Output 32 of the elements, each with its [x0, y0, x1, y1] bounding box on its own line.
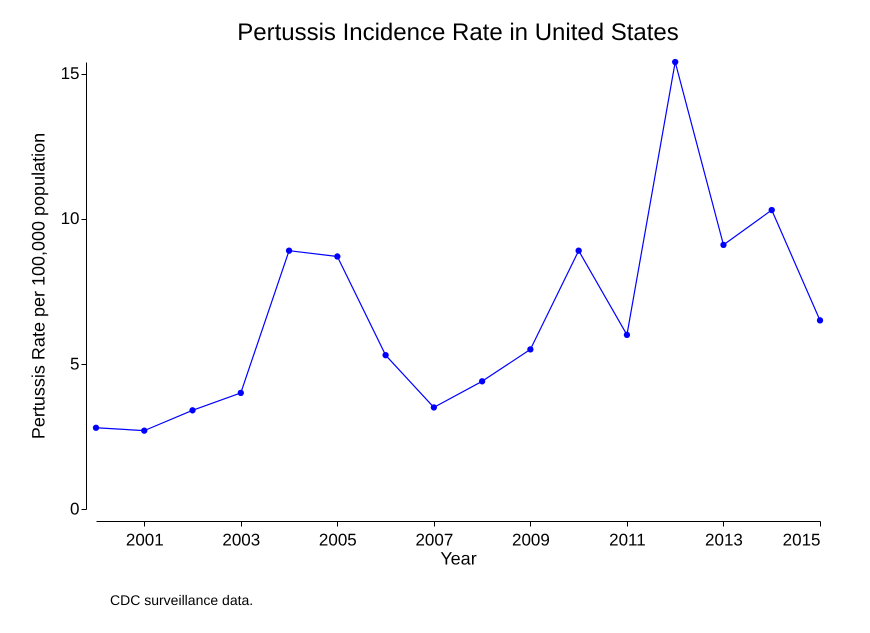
- point: [238, 390, 244, 396]
- point: [768, 206, 775, 214]
- y-tick-label: 10: [60, 209, 80, 228]
- point: [286, 248, 292, 254]
- point: [382, 352, 389, 358]
- point: [816, 317, 824, 324]
- point: [576, 248, 582, 254]
- point: [478, 378, 486, 384]
- point: [527, 346, 534, 353]
- x-tick-label: 2011: [609, 530, 646, 550]
- text: CDC surveillance data.: [110, 592, 254, 608]
- x-tick-label: 2003: [222, 530, 260, 550]
- point: [720, 242, 727, 248]
- point: [141, 427, 148, 434]
- x-tick-label: 2005: [318, 530, 357, 550]
- point: [189, 407, 196, 414]
- point: [672, 58, 678, 66]
- x-tick-label: 2001: [126, 530, 164, 550]
- y-axis-title: Pertussis Rate per 100,000 population: [28, 132, 49, 440]
- point: [92, 424, 100, 431]
- y-tick-label: 15: [60, 64, 80, 84]
- x-tick-label: 2015: [782, 530, 820, 550]
- x-tick-label: 2013: [705, 530, 743, 550]
- y-tick-label: 0: [70, 500, 80, 518]
- x-tick-label: 2007: [415, 530, 454, 550]
- chart-title: Pertussis Incidence Rate in United States: [237, 18, 679, 46]
- point: [430, 404, 438, 411]
- point: [624, 332, 630, 338]
- y-tick-label: 5: [70, 354, 80, 374]
- x-axis-title: Year: [440, 548, 477, 568]
- point: [334, 253, 340, 260]
- x-tick-label: 2009: [512, 530, 550, 550]
